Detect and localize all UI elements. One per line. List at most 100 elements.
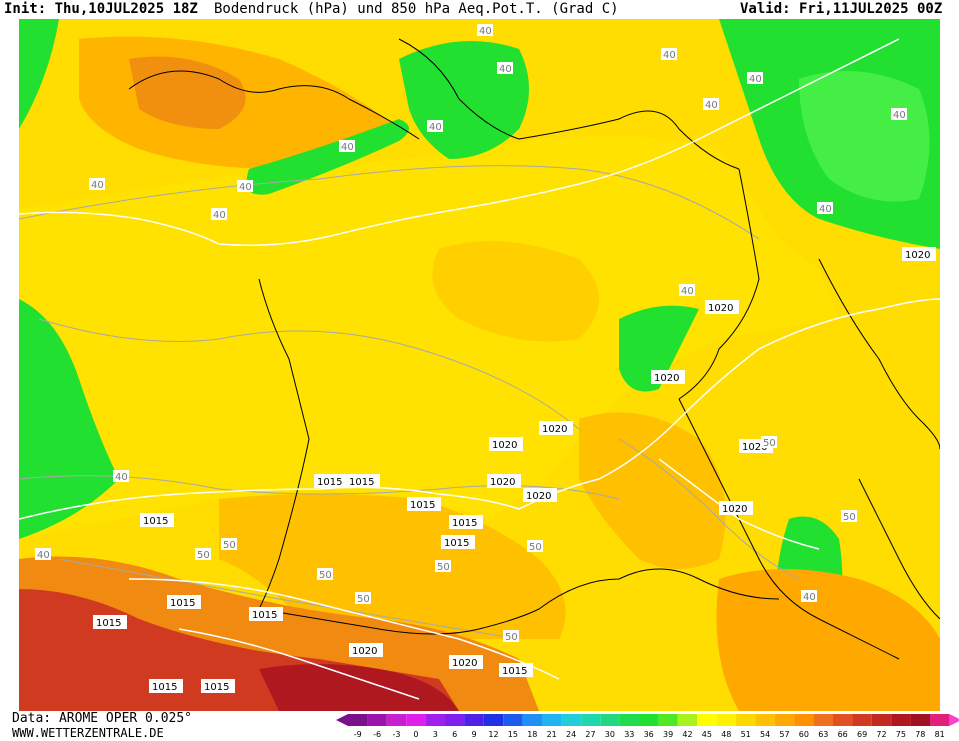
label-1015-g: 1015: [93, 615, 127, 629]
legend-tick-label: 81: [935, 730, 945, 739]
label-1020-f: 1020: [487, 474, 521, 488]
label-1015-h-text: 1015: [170, 598, 195, 609]
legend-tick-label: 72: [876, 730, 886, 739]
init-time: Init: Thu,10JUL2025 18Z: [4, 1, 198, 17]
label-1020-d: 1020: [539, 421, 573, 435]
label-1015-a-text: 1015: [317, 477, 342, 488]
field-orange-southeast: [579, 412, 726, 569]
valid-time: Valid: Fri,11JUL2025 00Z: [740, 1, 943, 17]
label-1015-l: 1015: [499, 663, 533, 677]
legend-arrow-right: [949, 714, 959, 726]
legend-tick-label: 6: [452, 730, 457, 739]
label-40-f-text: 40: [91, 180, 104, 191]
label-50-h-text: 50: [843, 512, 856, 523]
label-40-i: 40: [703, 98, 719, 111]
label-1020-a: 1020: [905, 250, 930, 261]
label-40-m: 40: [113, 470, 129, 483]
label-1015-e: 1015: [449, 515, 483, 529]
field-green-atlantic: [19, 299, 119, 539]
label-50-f: 50: [355, 592, 371, 605]
label-1015-j-text: 1015: [152, 682, 177, 693]
legend-tick-label: 42: [682, 730, 692, 739]
label-1015-j: 1015: [149, 679, 183, 693]
label-40-k-text: 40: [819, 204, 832, 215]
legend-swatch: [697, 714, 717, 726]
legend-swatch: [891, 714, 911, 726]
label-40-j: 40: [747, 72, 763, 85]
legend-tick-label: 66: [838, 730, 848, 739]
label-40-c-text: 40: [429, 122, 442, 133]
contour-labels: 1020 1020 1020 1020 1020 1020: [35, 24, 936, 693]
label-1020-h-text: 1020: [722, 504, 747, 515]
label-1015-f: 1015: [441, 535, 475, 549]
legend-tick-label: 69: [857, 730, 867, 739]
legend-tick-label: 39: [663, 730, 673, 739]
label-40-n-text: 40: [37, 550, 50, 561]
header: Init: Thu,10JUL2025 18Z Bodendruck (hPa)…: [0, 0, 959, 19]
label-40-j-text: 40: [749, 74, 762, 85]
label-40-i-text: 40: [705, 100, 718, 111]
label-1015-k-text: 1015: [204, 682, 229, 693]
label-1015-g-text: 1015: [96, 618, 121, 629]
legend-tick-label: -9: [354, 730, 362, 739]
label-1020-i-text: 1020: [742, 442, 767, 453]
legend-swatch: [464, 714, 484, 726]
label-40-d: 40: [339, 140, 355, 153]
label-1020-e-text: 1020: [492, 440, 517, 451]
label-1020-g-text: 1020: [526, 491, 551, 502]
legend-tick-label: 36: [644, 730, 654, 739]
label-1015-l-text: 1015: [502, 666, 527, 677]
legend-swatch: [813, 714, 833, 726]
legend-swatch: [794, 714, 814, 726]
legend-swatch: [386, 714, 407, 726]
field-orange-south: [219, 494, 566, 639]
label-50-i-text: 50: [763, 438, 776, 449]
legend-tick-label: 3: [433, 730, 438, 739]
field-orange-mediterranean: [716, 569, 940, 711]
label-50-c: 50: [317, 568, 333, 581]
legend-tick-label: 75: [896, 730, 906, 739]
label-1015-d-text: 1015: [410, 500, 435, 511]
legend-tick-label: 45: [702, 730, 712, 739]
legend-tick-label: 27: [585, 730, 595, 739]
legend-tick-label: 51: [741, 730, 751, 739]
label-40-b-text: 40: [499, 64, 512, 75]
weather-map: 1020 1020 1020 1020 1020 1020: [19, 19, 940, 711]
legend-tick-label: 18: [527, 730, 537, 739]
label-50-i: 50: [761, 436, 777, 449]
label-40-k: 40: [817, 202, 833, 215]
label-1015-i-text: 1015: [252, 610, 277, 621]
field-green-alps: [619, 305, 699, 392]
label-1020-c-text: 1020: [654, 373, 679, 384]
legend-tick-label: 33: [624, 730, 634, 739]
legend-tick-label: 21: [547, 730, 557, 739]
label-1020-g: 1020: [523, 488, 557, 502]
legend-swatch: [542, 714, 562, 726]
legend-swatch: [755, 714, 775, 726]
label-40-o-text: 40: [803, 592, 816, 603]
label-1015-e-text: 1015: [452, 518, 477, 529]
label-40-c: 40: [427, 120, 443, 133]
label-50-a-text: 50: [223, 540, 236, 551]
label-50-d-text: 50: [437, 562, 450, 573]
field-green-northwest: [19, 19, 59, 129]
label-1015-b-text: 1015: [349, 477, 374, 488]
legend-tick-label: 12: [488, 730, 498, 739]
legend-swatch: [425, 714, 445, 726]
legend-tick-label: 63: [818, 730, 828, 739]
legend-tick-label: 54: [760, 730, 770, 739]
label-40-h: 40: [661, 48, 677, 61]
label-1015-k: 1015: [201, 679, 235, 693]
field-light-yellow-north: [19, 135, 839, 539]
legend-swatch: [406, 714, 426, 726]
label-1015-c-text: 1015: [143, 516, 168, 527]
label-1015-a: 1015: [314, 474, 348, 488]
label-40-p-text: 40: [681, 286, 694, 297]
label-1020-east: 1020: [902, 247, 936, 261]
legend-swatch: [522, 714, 542, 726]
site-name: WWW.WETTERZENTRALE.DE: [12, 726, 164, 740]
label-50-e: 50: [527, 540, 543, 553]
label-50-a: 50: [221, 538, 237, 551]
legend-swatch: [910, 714, 930, 726]
legend-tick-label: 60: [799, 730, 809, 739]
